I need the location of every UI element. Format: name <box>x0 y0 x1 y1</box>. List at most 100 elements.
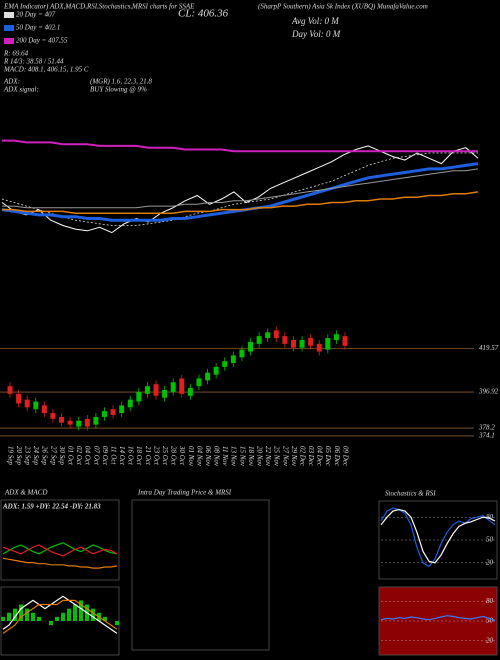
x-tick-label: 07 Oct <box>92 446 100 466</box>
legend-label: 20 Day = 407 <box>16 11 56 19</box>
histogram-bar <box>115 621 119 626</box>
legend-swatch <box>4 38 14 44</box>
candle-body <box>59 416 65 423</box>
x-tick-label: 15 Nov <box>238 446 246 467</box>
candle-body <box>24 399 30 408</box>
series-line <box>2 168 479 209</box>
histogram-bar <box>103 616 107 621</box>
candle-body <box>93 416 99 425</box>
series-line <box>380 615 496 621</box>
x-tick-label: 08 Nov <box>213 446 221 467</box>
panel-title: Intra Day Trading Price & MRSI <box>137 489 232 497</box>
histogram-bar <box>7 612 11 621</box>
y-tick-label: 378.2 <box>478 424 495 432</box>
x-tick-label: 18 Oct <box>135 446 143 466</box>
x-tick-label: 16 Oct <box>127 446 135 466</box>
x-tick-label: 04 Dec <box>316 446 324 467</box>
histogram-bar <box>25 608 29 621</box>
x-tick-label: 01 Oct <box>67 446 75 466</box>
x-tick-label: 19 Sep <box>6 446 14 465</box>
x-tick-label: 06 Dec <box>333 446 341 467</box>
candle-body <box>342 336 348 346</box>
x-tick-label: 02 Dec <box>298 446 306 467</box>
candle-body <box>213 366 219 375</box>
candle-body <box>265 332 271 339</box>
series-line <box>380 508 496 564</box>
candle-body <box>41 405 47 414</box>
x-tick-label: 22 Nov <box>264 446 272 467</box>
x-tick-label: 30 Oct <box>178 445 186 466</box>
histogram-bar <box>73 604 77 621</box>
x-tick-label: 26 Sep <box>41 446 49 465</box>
histogram-bar <box>91 608 95 621</box>
candle-body <box>205 372 211 381</box>
stat: R 14/3: 38.58 / 51.44 <box>3 58 64 66</box>
y-tick-label: 20 <box>486 636 494 644</box>
histogram-bar <box>1 616 5 621</box>
series-line <box>2 595 118 634</box>
series-line <box>2 599 118 634</box>
candle-body <box>308 338 314 346</box>
candle-body <box>67 420 73 425</box>
candle-body <box>282 336 288 344</box>
panel-subtitle: ADX: 1.59 +DY: 22.54 -DY: 21.83 <box>2 503 101 511</box>
series-line <box>1 145 479 234</box>
x-tick-label: 11 Oct <box>109 446 117 465</box>
x-tick-label: 20 Sep <box>15 446 23 465</box>
x-tick-label: 30 Sep <box>58 445 66 465</box>
candle-body <box>222 361 228 367</box>
x-tick-label: 05 Dec <box>324 446 332 467</box>
candle-body <box>162 390 168 398</box>
x-tick-label: 28 Oct <box>170 446 178 466</box>
stat: R: 69.64 <box>3 50 29 58</box>
candle-body <box>316 343 322 352</box>
y-tick-label: 80 <box>486 597 494 605</box>
histogram-bar <box>61 612 65 621</box>
series-line <box>2 139 478 153</box>
candle-body <box>333 334 339 340</box>
candle-body <box>136 391 142 402</box>
candle-body <box>290 340 296 348</box>
y-tick-label: 50 <box>486 536 494 544</box>
histogram-bar <box>37 616 41 621</box>
candle-body <box>110 409 116 415</box>
x-tick-label: 23 Oct <box>152 446 160 466</box>
legend-swatch <box>4 25 14 31</box>
panel <box>131 499 270 651</box>
candle-body <box>196 378 202 387</box>
source: (SharpP Southern) Asia Sk Index (XUBQ) M… <box>258 3 428 11</box>
series-line <box>2 544 118 557</box>
candle-body <box>239 349 245 358</box>
candle-body <box>101 411 107 417</box>
candle-body <box>299 340 305 348</box>
x-tick-label: 27 Sep <box>49 446 57 465</box>
x-tick-label: 24 Sep <box>32 446 40 465</box>
adx-signal-value: BUY Slowing @ 9% <box>90 86 147 94</box>
y-tick-label: 396.92 <box>478 388 499 396</box>
y-tick-label: 419.57 <box>479 344 499 352</box>
legend-label: 50 Day = 402.1 <box>16 24 60 32</box>
x-tick-label: 18 Nov <box>247 446 255 467</box>
x-tick-label: 25 Oct <box>161 446 169 466</box>
candle-body <box>325 338 331 350</box>
day-vol: Day Vol: 0 M <box>291 29 341 39</box>
x-tick-label: 09 Dec <box>341 446 349 467</box>
x-tick-label: 20 Nov <box>255 446 263 467</box>
x-tick-label: 04 Oct <box>84 446 92 466</box>
histogram-bar <box>49 621 53 626</box>
x-tick-label: 09 Oct <box>101 446 109 466</box>
y-tick-label: 80 <box>486 513 494 521</box>
candle-body <box>179 378 185 394</box>
series-line <box>2 557 118 569</box>
histogram-bar <box>79 600 83 621</box>
series-line <box>2 191 479 214</box>
series-line <box>1 152 478 226</box>
candle-body <box>230 355 236 364</box>
candle-body <box>16 393 22 404</box>
candle-body <box>76 420 82 427</box>
stat: MACD: 408.1, 406.15, 1.95 C <box>3 66 89 74</box>
legend-label: 200 Day = 407.55 <box>16 37 68 45</box>
candle-body <box>256 336 262 344</box>
x-tick-label: 03 Dec <box>307 446 315 467</box>
